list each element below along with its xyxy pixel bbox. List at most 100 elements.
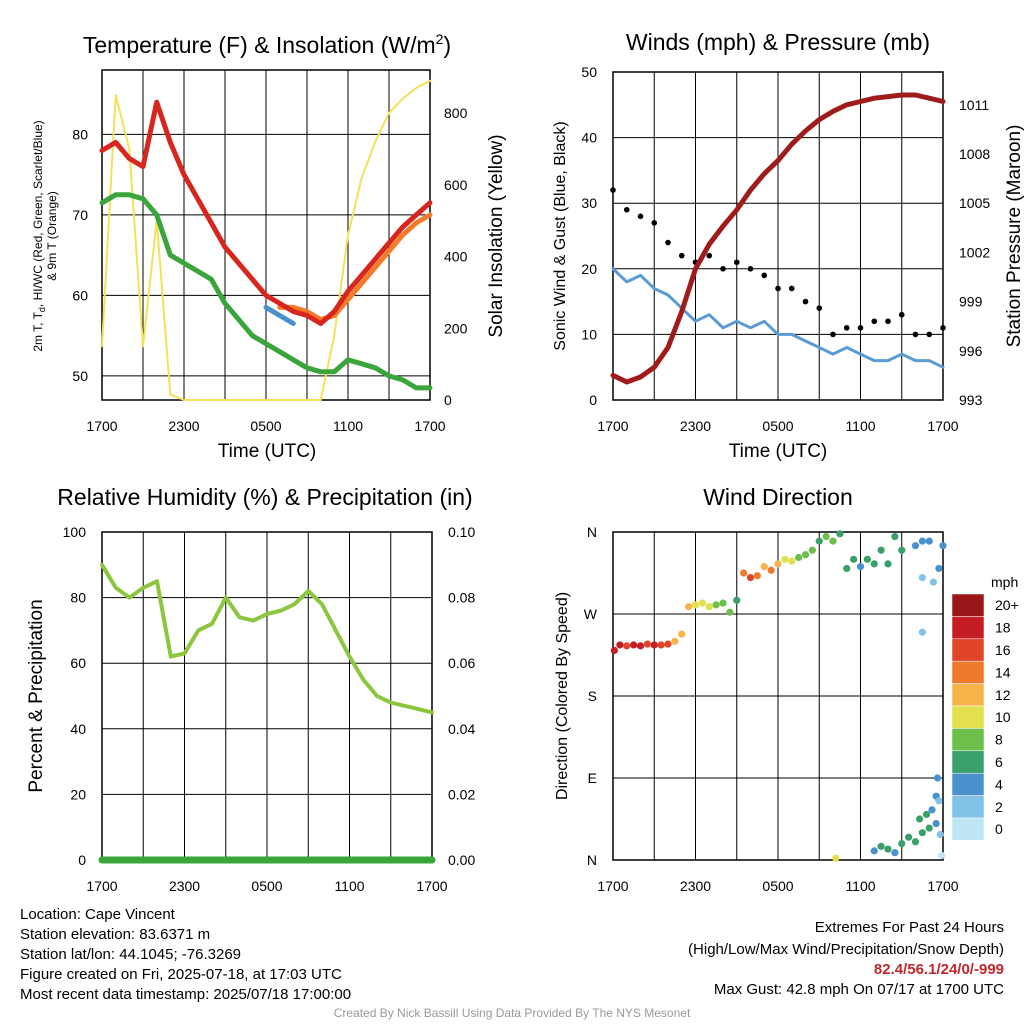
gust-point [940, 325, 946, 331]
x-tick-label: 1700 [414, 418, 445, 434]
y-tick-label: E [588, 770, 597, 786]
y-tick-label: 0 [78, 852, 86, 868]
direction-point [918, 628, 926, 636]
direction-point [829, 537, 837, 545]
direction-point [664, 640, 672, 648]
direction-point [935, 564, 943, 573]
x-tick-label: 1700 [86, 878, 117, 894]
direction-point [691, 601, 700, 609]
direction-point [650, 641, 658, 649]
direction-point [918, 537, 926, 545]
legend-label: 10 [995, 709, 1011, 725]
rh-plot: 1700 2300 0500 1100 17000204060801000.000.02… [63, 524, 476, 894]
direction-point [936, 830, 944, 839]
rh-ylabel-left: Percent & Precipitation [26, 599, 47, 792]
gust-point [885, 318, 891, 325]
gust-point [898, 311, 905, 318]
y2-tick-label: 996 [959, 343, 983, 359]
legend-swatch [951, 728, 985, 752]
direction-point [836, 530, 844, 538]
legend-label: 0 [995, 821, 1003, 837]
gust-point [637, 213, 644, 220]
dir-ylabel-left: Direction (Colored By Speed) [554, 592, 571, 800]
max-gust-text: Max Gust: 42.8 mph On 07/17 at 1700 UTC [713, 981, 1004, 998]
direction-point [925, 537, 933, 545]
gust-point [830, 331, 836, 338]
location-text: Location: Cape Vincent [20, 906, 175, 923]
y2-tick-label: 0.06 [448, 655, 475, 671]
legend-swatch [951, 772, 985, 796]
direction-point [630, 641, 638, 649]
y2-tick-label: 0.00 [448, 852, 475, 868]
y2-tick-label: 1002 [959, 244, 990, 260]
extremes-subtitle: (High/Low/Max Wind/Precipitation/Snow De… [688, 941, 1004, 958]
x-tick-label: 1100 [333, 418, 363, 434]
y2-tick-label: 993 [959, 392, 983, 408]
legend-swatch [951, 638, 985, 662]
gust-point [720, 266, 726, 272]
direction-point [678, 630, 686, 638]
wind-ylabel-right: Station Pressure (Maroon) [1004, 125, 1024, 348]
y-tick-label: S [588, 688, 597, 704]
recent-text: Most recent data timestamp: 2025/07/18 1… [20, 986, 352, 1003]
gust-point [802, 298, 809, 305]
gust-point [843, 325, 850, 331]
direction-point [657, 641, 665, 649]
sonic-wind-line [611, 267, 945, 369]
direction-point [760, 563, 768, 571]
temperature-line [99, 99, 433, 326]
x-tick-label: 1700 [927, 878, 958, 894]
direction-point [939, 542, 947, 550]
wind-ylabel-left: Sonic Wind & Gust (Blue, Black) [552, 121, 569, 350]
direction-point [884, 560, 892, 568]
direction-point [935, 797, 943, 805]
direction-point [808, 546, 816, 554]
x-tick-label: 1700 [86, 418, 117, 434]
legend-swatch [951, 750, 985, 774]
plot-frame [612, 531, 944, 861]
y2-tick-label: 1008 [959, 146, 990, 162]
y-tick-label: 10 [581, 326, 597, 342]
y-tick-label: 80 [70, 590, 86, 606]
direction-point [891, 849, 899, 857]
direction-point [843, 564, 851, 573]
x-tick-label: 1700 [927, 418, 958, 434]
dewpoint-line [99, 192, 433, 391]
direction-point [850, 555, 858, 563]
legend-swatch [951, 683, 985, 707]
direction-point [685, 603, 693, 611]
gust-point [761, 272, 768, 279]
direction-point [740, 569, 748, 577]
x-tick-label: 1100 [334, 878, 364, 894]
direction-point [884, 845, 892, 853]
direction-point [898, 840, 906, 848]
wind-plot: 1700 2300 0500 1100 170001020304050993996999… [581, 64, 990, 434]
legend-title: mph [991, 574, 1018, 590]
direction-point [753, 572, 761, 580]
direction-point [911, 542, 920, 550]
temp-ylabel-left-2: & 9m T (Orange) [45, 191, 59, 281]
extremes-title: Extremes For Past 24 Hours [814, 919, 1004, 936]
x-tick-label: 2300 [169, 878, 200, 894]
gust-point [912, 331, 919, 338]
direction-point [832, 854, 840, 862]
legend-label: 14 [995, 664, 1011, 680]
y-tick-label: 80 [72, 126, 88, 142]
direction-point [898, 546, 906, 554]
y2-tick-label: 1005 [959, 195, 990, 211]
elevation-text: Station elevation: 83.6371 m [20, 926, 211, 943]
gust-point [678, 252, 685, 259]
legend-label: 8 [995, 732, 1003, 748]
wind-title: Winds (mph) & Pressure (mb) [626, 29, 930, 55]
y-tick-label: W [584, 606, 598, 622]
gust-point [871, 318, 878, 325]
rh-line [100, 562, 434, 715]
direction-point [774, 560, 782, 568]
y2-tick-label: 1011 [959, 97, 989, 113]
y2-tick-label: 0.02 [448, 786, 475, 802]
y-tick-label: 50 [581, 64, 597, 80]
direction-point [767, 566, 775, 574]
gust-point [651, 220, 658, 226]
y2-tick-label: 0.10 [448, 524, 475, 540]
